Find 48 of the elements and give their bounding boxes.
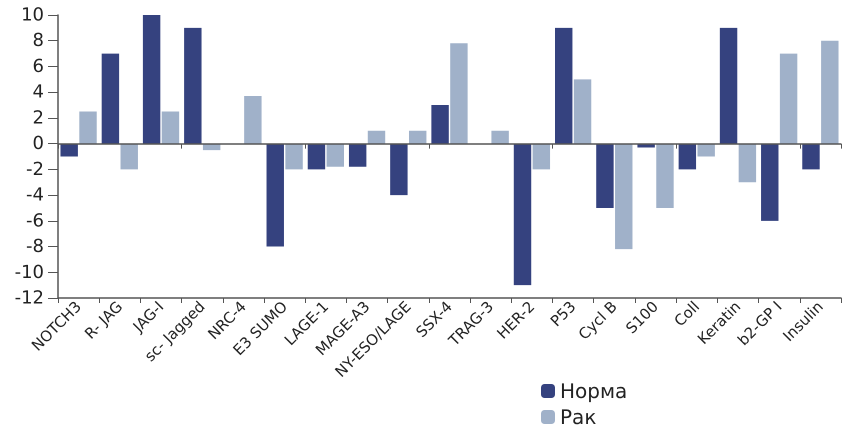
- bar: [348, 144, 366, 167]
- bar: [596, 144, 614, 208]
- bar: [491, 130, 509, 144]
- bar: [142, 15, 160, 144]
- y-tick-label: 8: [32, 30, 44, 52]
- bar: [738, 144, 756, 182]
- bar: [308, 144, 326, 170]
- bar: [514, 144, 532, 286]
- bar: [244, 96, 262, 144]
- y-tick-label: 2: [32, 107, 44, 128]
- bar: [450, 43, 468, 144]
- y-tick-label: 6: [32, 56, 44, 77]
- bar: [720, 28, 738, 144]
- x-tick-label: Coll: [670, 298, 704, 330]
- bar: [390, 144, 408, 196]
- legend-label: Рак: [560, 405, 596, 429]
- y-tick-label: -4: [26, 184, 44, 206]
- bar: [802, 144, 820, 170]
- y-tick-label: 0: [32, 133, 44, 154]
- bar: [368, 130, 386, 144]
- bar: [656, 144, 674, 208]
- bar: [326, 144, 344, 167]
- bar: [162, 111, 180, 144]
- bar: [431, 105, 449, 144]
- bar: [120, 144, 138, 170]
- y-tick-label: -2: [26, 158, 44, 180]
- bar: [532, 144, 550, 170]
- bar: [285, 144, 303, 170]
- bar: [761, 144, 778, 221]
- y-tick-label: -8: [26, 236, 44, 258]
- y-tick-label: -12: [14, 288, 44, 308]
- bar: [574, 79, 592, 144]
- bar: [184, 28, 202, 144]
- bar: [266, 144, 284, 247]
- y-tick-label: 4: [32, 82, 44, 103]
- bar: [102, 54, 120, 144]
- y-tick-label: -10: [14, 262, 44, 283]
- bar: [615, 144, 632, 250]
- bar: [780, 54, 798, 144]
- legend-label: Норма: [560, 379, 628, 403]
- bar: [79, 111, 97, 144]
- bar: [408, 130, 426, 144]
- x-tick-label: P53: [546, 298, 580, 330]
- y-tick-label: -6: [26, 210, 44, 232]
- bar: [555, 28, 572, 144]
- bar: [678, 144, 696, 170]
- y-tick-label: 10: [21, 4, 44, 26]
- bar: [821, 40, 839, 144]
